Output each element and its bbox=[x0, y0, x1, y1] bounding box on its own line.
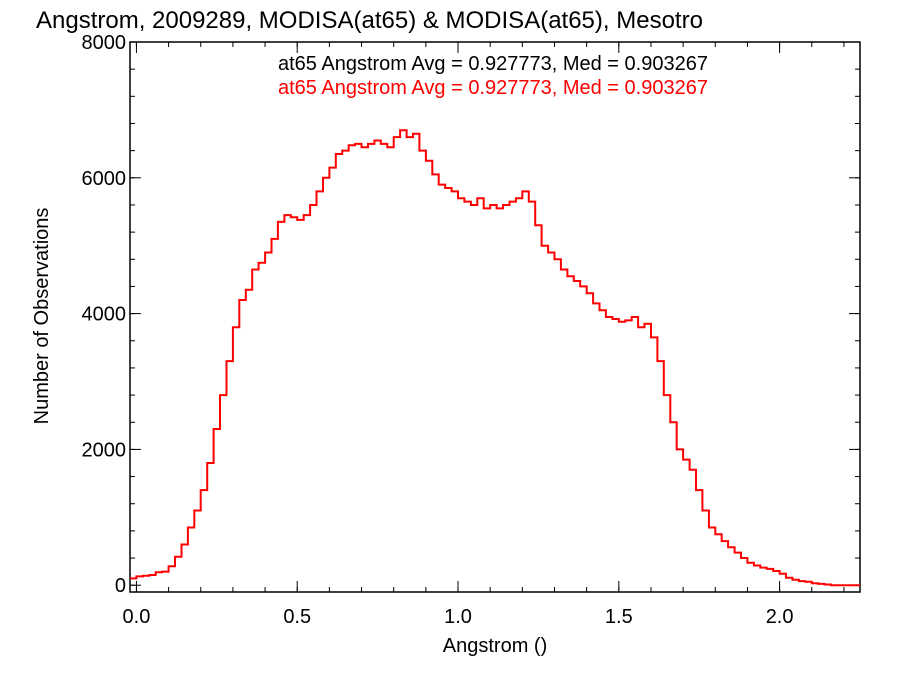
series-layer bbox=[130, 129, 860, 587]
chart-title: Angstrom, 2009289, MODISA(at65) & MODISA… bbox=[36, 7, 703, 34]
x-tick-label: 2.0 bbox=[766, 606, 794, 628]
y-tick-label: 6000 bbox=[82, 168, 127, 190]
plot-frame bbox=[129, 41, 861, 593]
y-tick-label: 4000 bbox=[82, 304, 127, 326]
series-line-0 bbox=[130, 129, 860, 587]
legend-entry-1: at65 Angstrom Avg = 0.927773, Med = 0.90… bbox=[278, 77, 708, 99]
y-tick-label: 2000 bbox=[82, 439, 127, 461]
y-axis-label: Number of Observations bbox=[31, 208, 53, 425]
plot-area bbox=[129, 41, 861, 593]
y-tick-label: 8000 bbox=[82, 32, 127, 54]
x-tick-label: 1.5 bbox=[605, 606, 633, 628]
legend: at65 Angstrom Avg = 0.927773, Med = 0.90… bbox=[278, 53, 708, 99]
x-tick-label: 0.0 bbox=[123, 606, 151, 628]
x-tick-label: 0.5 bbox=[283, 606, 311, 628]
x-tick-label: 1.0 bbox=[444, 606, 472, 628]
legend-entry-0: at65 Angstrom Avg = 0.927773, Med = 0.90… bbox=[278, 53, 708, 75]
y-tick-label: 0 bbox=[115, 575, 126, 597]
axis-ticks: 0.0 0.5 1.0 1.5 2.0 0 2000 4000 6000 8000 bbox=[82, 32, 860, 628]
x-axis-label: Angstrom () bbox=[443, 635, 547, 657]
